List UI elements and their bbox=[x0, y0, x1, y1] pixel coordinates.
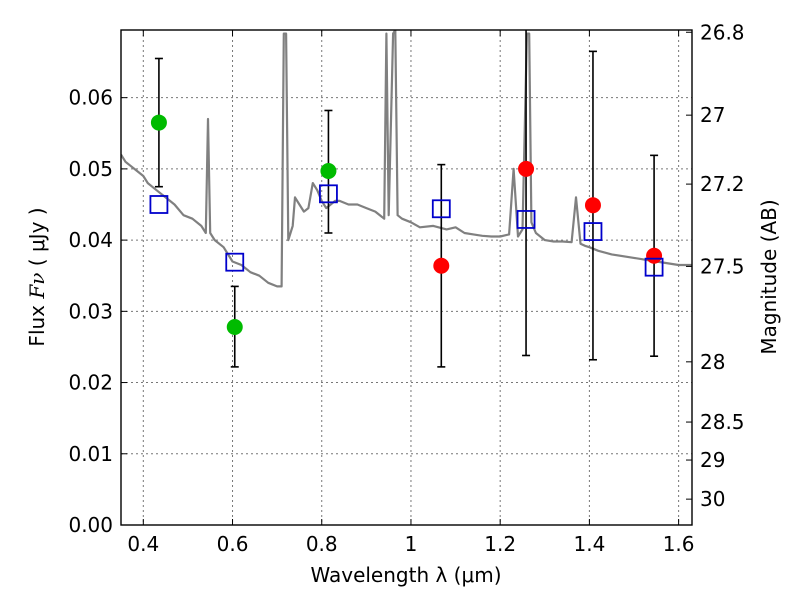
y2-tick-label: 26.8 bbox=[700, 20, 745, 44]
model-flux-square bbox=[583, 222, 603, 241]
y2-tick-label: 28 bbox=[700, 350, 725, 374]
model-flux-square bbox=[225, 252, 245, 272]
error-bar bbox=[522, 30, 531, 357]
model-spectrum-layer bbox=[121, 30, 692, 288]
y-tick-label: 0.05 bbox=[68, 157, 113, 181]
model-flux-square bbox=[149, 195, 169, 214]
photometry-point bbox=[646, 247, 663, 264]
photometry-point bbox=[150, 114, 167, 131]
photometry-point bbox=[320, 163, 337, 180]
y2-tick-label: 29 bbox=[700, 448, 725, 472]
y-axis-label-text: Flux bbox=[25, 305, 49, 347]
y-tick-label: 0.01 bbox=[68, 442, 113, 466]
y2-tick-label: 27.2 bbox=[700, 172, 745, 196]
markers-layer bbox=[149, 114, 664, 335]
photometry-point bbox=[518, 160, 535, 177]
y2-tick-label: 27 bbox=[700, 103, 725, 127]
x-axis-label: Wavelength λ (μm) bbox=[310, 563, 501, 587]
y-tick-label: 0.04 bbox=[68, 228, 113, 252]
model-flux-square bbox=[431, 199, 451, 219]
y-tick-label: 0.06 bbox=[68, 86, 113, 110]
x-tick-label: 1.2 bbox=[484, 532, 516, 556]
y-axis-label: Flux Fν ( μJy ) bbox=[25, 207, 49, 346]
y-axis-label-symbol: Fν bbox=[25, 273, 49, 300]
y2-tick-label: 27.5 bbox=[700, 254, 745, 278]
x-tick-label: 1.4 bbox=[573, 532, 605, 556]
x-tick-label: 0.4 bbox=[127, 532, 159, 556]
y-tick-label: 0.00 bbox=[68, 513, 113, 537]
model-flux-square bbox=[319, 184, 338, 204]
x-tick-label: 1.6 bbox=[663, 532, 695, 556]
x-tick-label: 0.8 bbox=[306, 532, 338, 556]
x-tick-label: 0.6 bbox=[217, 532, 249, 556]
model-flux-square bbox=[516, 210, 536, 229]
plot-frame bbox=[120, 29, 693, 526]
y2-tick-label: 28.5 bbox=[700, 410, 745, 434]
svg-text:Flux Fν ( μJy ): Flux Fν ( μJy ) bbox=[25, 207, 49, 346]
y-axis-label-unit: ( μJy ) bbox=[25, 207, 49, 266]
photometry-point bbox=[226, 319, 243, 335]
y-tick-label: 0.02 bbox=[68, 371, 113, 395]
y-tick-label: 0.03 bbox=[68, 299, 113, 323]
photometry-point bbox=[433, 257, 450, 274]
photometry-point bbox=[584, 197, 601, 214]
model-flux-square bbox=[644, 257, 664, 277]
axes-layer: 0.4 0.6 0.8 1 1.2 1.4 1.6 0.00 0.01 0.02 0.03 0.04 0… bbox=[68, 20, 744, 556]
x-tick-label: 1 bbox=[405, 532, 418, 556]
y2-tick-label: 30 bbox=[700, 487, 725, 511]
model-spectrum-line bbox=[121, 30, 692, 288]
y2-axis-label: Magnitude (AB) bbox=[757, 199, 781, 354]
